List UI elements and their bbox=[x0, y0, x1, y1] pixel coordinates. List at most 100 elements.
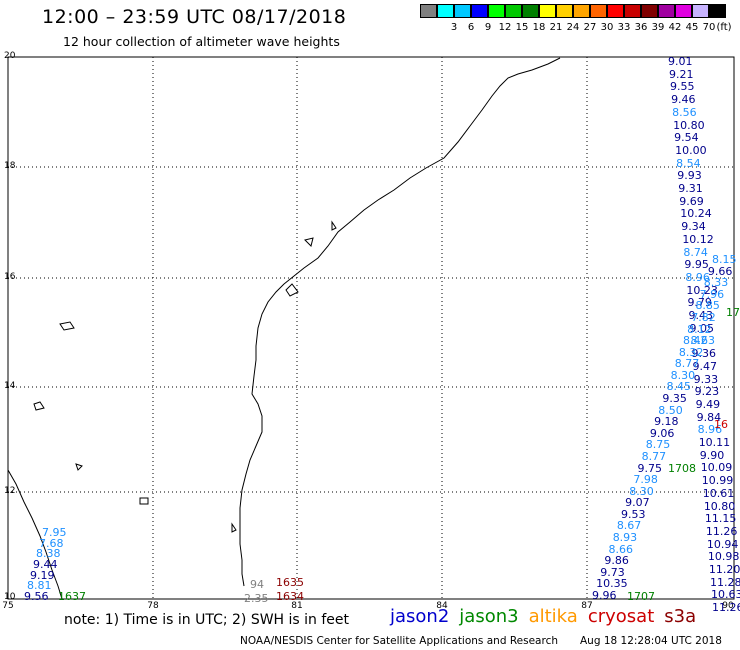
coast-islet-4 bbox=[33, 401, 45, 411]
lon-label: 75 bbox=[2, 601, 14, 611]
wave-height-reading: 8.75 bbox=[645, 438, 671, 452]
lon-label: 87 bbox=[581, 601, 593, 611]
satellite-legend-item: altika bbox=[528, 606, 578, 627]
wave-height-reading: 11.20 bbox=[708, 563, 740, 576]
credit-text: NOAA/NESDIS Center for Satellite Applica… bbox=[240, 635, 558, 647]
map-title: 12:00 – 23:59 UTC 08/17/2018 bbox=[42, 6, 347, 28]
wave-height-reading: 11.26 bbox=[712, 601, 740, 615]
wave-height-reading: 9.95 bbox=[684, 258, 709, 272]
legend-label: 24 bbox=[566, 22, 580, 33]
wave-height-reading: 8.56 bbox=[672, 105, 697, 119]
legend-label: 39 bbox=[651, 22, 665, 33]
lon-label: 78 bbox=[147, 601, 159, 611]
wave-height-reading: 7.82 bbox=[691, 310, 716, 324]
legend-label: 9 bbox=[484, 22, 492, 33]
wave-height-reading: 8.30 bbox=[629, 484, 654, 498]
satellite-legend: jason2 jason3 altika cryosat s3a bbox=[390, 606, 706, 627]
wave-height-reading: 8.38 bbox=[36, 547, 61, 561]
coast-islet-7 bbox=[231, 522, 237, 533]
wave-height-reading: 8.67 bbox=[616, 519, 642, 533]
legend-swatch bbox=[641, 4, 658, 18]
wave-height-reading: 9.44 bbox=[33, 558, 58, 571]
wave-height-reading: 10.12 bbox=[682, 232, 714, 246]
pass-time-label: 17 bbox=[726, 306, 740, 319]
wave-height-reading: 9.79 bbox=[687, 296, 712, 310]
wave-height-reading: 9.47 bbox=[692, 359, 718, 373]
wave-height-reading: 9.49 bbox=[695, 397, 721, 411]
map-subtitle: 12 hour collection of altimeter wave hei… bbox=[63, 34, 340, 49]
legend-swatch bbox=[471, 4, 488, 18]
wave-height-reading: 9.23 bbox=[694, 385, 720, 399]
legend-swatch bbox=[437, 4, 454, 18]
satellite-legend-item: jason3 bbox=[459, 606, 519, 627]
wave-height-reading: 8.96 bbox=[697, 423, 723, 437]
wave-height-reading: 8.96 bbox=[685, 270, 710, 284]
pass-time-label: 94 bbox=[250, 578, 264, 591]
wave-height-reading: 8.32 bbox=[678, 345, 704, 359]
wave-height-reading: 9.66 bbox=[707, 264, 733, 278]
wave-height-reading: 8.93 bbox=[612, 531, 638, 545]
wave-height-reading: 9.46 bbox=[671, 93, 696, 107]
wave-height-reading: 8.81 bbox=[27, 579, 52, 593]
legend-swatch bbox=[658, 4, 675, 18]
wave-height-reading: 9.93 bbox=[677, 169, 702, 183]
wave-height-reading: 8.77 bbox=[641, 449, 667, 463]
wave-height-reading: 9.69 bbox=[679, 194, 704, 208]
wave-height-reading: 8.50 bbox=[658, 403, 683, 417]
wave-height-reading: 9.33 bbox=[693, 372, 719, 386]
coast-islet-3 bbox=[59, 321, 75, 331]
pass-time-label: 1635 bbox=[276, 576, 304, 589]
wave-height-reading: 9.90 bbox=[699, 448, 725, 462]
lon-label: 84 bbox=[436, 601, 448, 611]
wave-height-reading: 8.42 bbox=[683, 334, 708, 348]
wave-height-reading: 7.98 bbox=[633, 473, 658, 487]
legend-swatch bbox=[692, 4, 709, 18]
coast-islet-5 bbox=[139, 497, 149, 505]
wave-height-reading: 10.61 bbox=[702, 486, 735, 500]
wave-height-reading: 8.54 bbox=[676, 156, 701, 170]
lat-label: 16 bbox=[4, 272, 16, 282]
legend-label: 70 bbox=[702, 22, 716, 33]
graticule bbox=[8, 57, 734, 599]
legend-swatch bbox=[590, 4, 607, 18]
legend-swatch bbox=[505, 4, 522, 18]
legend-swatch bbox=[539, 4, 556, 18]
lat-label: 20 bbox=[4, 51, 16, 61]
lon-label: 81 bbox=[291, 601, 303, 611]
wave-height-reading: 9.21 bbox=[669, 67, 694, 81]
wave-height-reading: 8.63 bbox=[690, 334, 716, 348]
lat-label: 10 bbox=[4, 592, 16, 602]
lat-label: 18 bbox=[4, 161, 16, 171]
lat-label: 14 bbox=[4, 381, 16, 391]
sri-lanka-coast bbox=[7, 469, 63, 600]
wave-height-reading: 9.35 bbox=[662, 392, 687, 406]
wave-height-reading: 8.12 bbox=[687, 322, 712, 336]
wave-height-reading: 7.68 bbox=[39, 536, 64, 550]
pass-time-label: 1637 bbox=[58, 590, 86, 603]
legend-label: 6 bbox=[467, 22, 475, 33]
wave-height-reading: 9.84 bbox=[696, 410, 722, 424]
wave-height-reading: 9.01 bbox=[668, 55, 693, 68]
legend-swatch bbox=[709, 4, 726, 18]
legend-unit: (ft) bbox=[716, 22, 732, 33]
wave-height-reading: 10.99 bbox=[701, 474, 734, 488]
wave-height-reading: 11.15 bbox=[704, 512, 737, 526]
legend-label: 33 bbox=[617, 22, 631, 33]
legend-label: 18 bbox=[532, 22, 546, 33]
wave-height-reading: 10.11 bbox=[698, 436, 731, 449]
wave-height-reading: 10.24 bbox=[680, 207, 712, 221]
legend-label: 27 bbox=[583, 22, 597, 33]
wave-height-reading: 9.86 bbox=[604, 554, 629, 568]
legend-swatch bbox=[522, 4, 539, 18]
legend-label: 42 bbox=[668, 22, 682, 33]
legend-label: 15 bbox=[515, 22, 529, 33]
legend-swatch bbox=[556, 4, 573, 18]
wave-height-reading: 10.98 bbox=[707, 550, 740, 564]
legend-swatch bbox=[675, 4, 692, 18]
wave-height-reading: 9.73 bbox=[600, 565, 625, 579]
wave-height-reading: 10.35 bbox=[596, 577, 628, 591]
satellite-legend-item: s3a bbox=[664, 606, 697, 627]
wave-height-reading: 9.56 bbox=[24, 590, 49, 603]
wave-height-reading: 9.53 bbox=[620, 507, 646, 521]
wave-height-reading: 9.07 bbox=[625, 496, 650, 510]
